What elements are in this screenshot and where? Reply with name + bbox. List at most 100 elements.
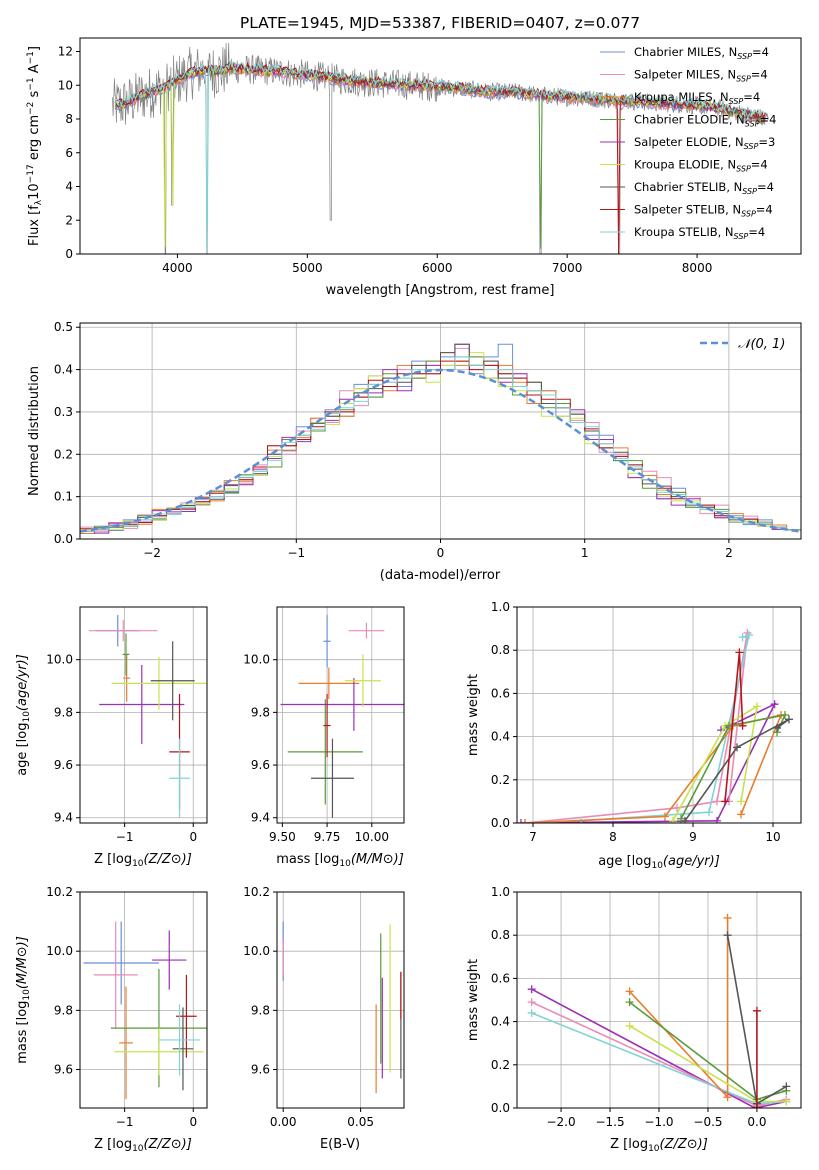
legend-label: Chabrier ELODIE, NSSP=4: [634, 113, 776, 129]
gaussian-reference-curve: [80, 368, 801, 533]
y-tick-label: 10.0: [46, 653, 73, 667]
y-tick-label: 0.2: [491, 773, 510, 787]
plot-frame: [79, 37, 802, 255]
x-tick-label: 4000: [162, 261, 193, 275]
plus-marker: [752, 1006, 761, 1015]
plot-frame: [79, 891, 208, 1109]
y-tick-label: 0.4: [491, 730, 510, 744]
x-tick-label: −1: [287, 546, 305, 560]
x-tick-label: −1: [116, 830, 134, 844]
weight-series-line: [520, 702, 777, 823]
plus-marker: [782, 1097, 791, 1106]
plus-marker: [521, 819, 529, 823]
x-tick-label: 5000: [292, 261, 323, 275]
x-tick-label: 10.00: [355, 830, 389, 844]
x-tick-label: 0: [437, 546, 445, 560]
x-tick-label: 1: [581, 546, 589, 560]
y-axis-label: mass weight: [466, 959, 481, 1041]
plus-marker: [625, 998, 634, 1007]
weight-series-line: [531, 988, 787, 1108]
y-tick-label: 9.6: [54, 1063, 73, 1077]
plus-marker: [738, 633, 747, 642]
x-tick-label: 10: [765, 830, 780, 844]
plus-marker: [527, 985, 536, 994]
y-axis-label: mass weight: [466, 674, 481, 756]
x-tick-label: 9.50: [269, 830, 296, 844]
weight-series-line: [524, 632, 749, 823]
legend-label: Salpeter ELODIE, NSSP=3: [634, 135, 775, 151]
plus-marker: [723, 913, 732, 922]
x-tick-label: 2: [725, 546, 733, 560]
x-tick-label: 9: [689, 830, 697, 844]
x-axis-label: (data-model)/error: [380, 568, 501, 583]
x-tick-label: 0.00: [270, 1115, 297, 1129]
y-tick-label: 9.8: [251, 705, 270, 719]
x-tick-label: −0.5: [693, 1115, 722, 1129]
y-tick-label: 10.2: [243, 885, 270, 899]
residuals-panel: −2 −1 0 1 2 0.0 0.1 0.2 0.3 0.4 0.5 𝒩(0, 1) (data-mo…: [27, 320, 802, 583]
plus-marker: [738, 721, 747, 730]
y-tick-label: 4: [65, 180, 73, 194]
spectrum-panel: 4000 5000 6000 7000 8000 0 2 4 6 8 10 12 Chabrier MI…: [26, 37, 802, 298]
x-axis-label: E(B-V): [320, 1137, 360, 1152]
legend-label: Salpeter STELIB, NSSP=4: [634, 203, 773, 219]
plus-marker: [737, 797, 745, 806]
y-tick-label: 9.8: [54, 1003, 73, 1017]
x-tick-label: −2: [143, 546, 161, 560]
x-tick-label: 7: [529, 830, 537, 844]
x-tick-label: −1.0: [644, 1115, 673, 1129]
y-tick-label: 9.6: [251, 758, 270, 772]
plus-marker: [681, 816, 689, 823]
y-tick-label: 6: [65, 146, 73, 160]
y-tick-label: 9.8: [54, 705, 73, 719]
y-tick-label: 0.4: [54, 363, 73, 377]
y-tick-label: 0.0: [491, 816, 510, 830]
weight-vs-metallicity-panel: −2.0 −1.5 −1.0 −0.5 0.0 0.0 0.2 0.4 0.6 0.8 1.0 Z […: [466, 885, 802, 1154]
y-tick-label: 0.2: [491, 1058, 510, 1072]
age-vs-metallicity-panel: −1 0 9.4 9.6 9.8 10.0 Z [log10(Z/Z⊙)] age [log1…: [15, 606, 208, 869]
y-tick-label: 10.0: [46, 944, 73, 958]
x-tick-label: 7000: [552, 261, 583, 275]
y-tick-label: 9.6: [251, 1063, 270, 1077]
y-tick-label: 10.0: [243, 944, 270, 958]
y-tick-label: 0.8: [491, 928, 510, 942]
y-tick-label: 0.1: [54, 490, 73, 504]
plus-marker: [713, 816, 721, 823]
weight-series-line: [672, 704, 759, 822]
plot-frame: [276, 891, 405, 1109]
plus-marker: [737, 810, 745, 819]
x-tick-label: 0: [189, 1115, 197, 1129]
legend-label: Kroupa STELIB, NSSP=4: [634, 225, 765, 241]
plus-marker: [752, 1104, 761, 1108]
y-tick-label: 0.5: [54, 320, 73, 334]
spectrum-data-line: [112, 42, 769, 254]
plus-marker: [625, 987, 634, 996]
age-vs-mass-panel: 9.50 9.75 10.00 9.4 9.6 9.8 10.0 mass [log10(M/…: [243, 606, 405, 869]
x-tick-label: 8000: [682, 261, 713, 275]
plus-marker: [723, 1093, 732, 1102]
mass-vs-extinction-panel: 0.00 0.05 9.6 9.8 10.0 10.2 E(B-V): [243, 885, 405, 1152]
x-axis-label: Z [log10(Z/Z⊙)]: [94, 852, 192, 869]
y-tick-label: 2: [65, 213, 73, 227]
plus-marker: [753, 702, 761, 711]
x-axis-label: age [log10(age/yr)]: [598, 854, 720, 871]
y-tick-label: 1.0: [491, 600, 510, 614]
x-axis-label: mass [log10(M/M⊙)]: [276, 852, 404, 869]
plus-marker: [721, 797, 729, 806]
y-tick-label: 0.0: [491, 1101, 510, 1115]
plus-marker: [745, 631, 753, 640]
weight-series-line: [684, 718, 790, 822]
y-tick-label: 0.8: [491, 643, 510, 657]
legend-label: Kroupa MILES, NSSP=4: [634, 90, 760, 106]
plot-frame: [516, 606, 802, 824]
x-tick-label: −2.0: [546, 1115, 575, 1129]
plus-marker: [733, 743, 741, 752]
y-tick-label: 0: [65, 247, 73, 261]
y-tick-label: 1.0: [491, 885, 510, 899]
x-axis-label: Z [log10(Z/Z⊙)]: [94, 1137, 192, 1154]
plus-marker: [782, 1082, 791, 1091]
y-axis-label: Normed distribution: [27, 366, 42, 496]
y-tick-label: 9.8: [251, 1003, 270, 1017]
x-tick-label: 0: [189, 830, 197, 844]
